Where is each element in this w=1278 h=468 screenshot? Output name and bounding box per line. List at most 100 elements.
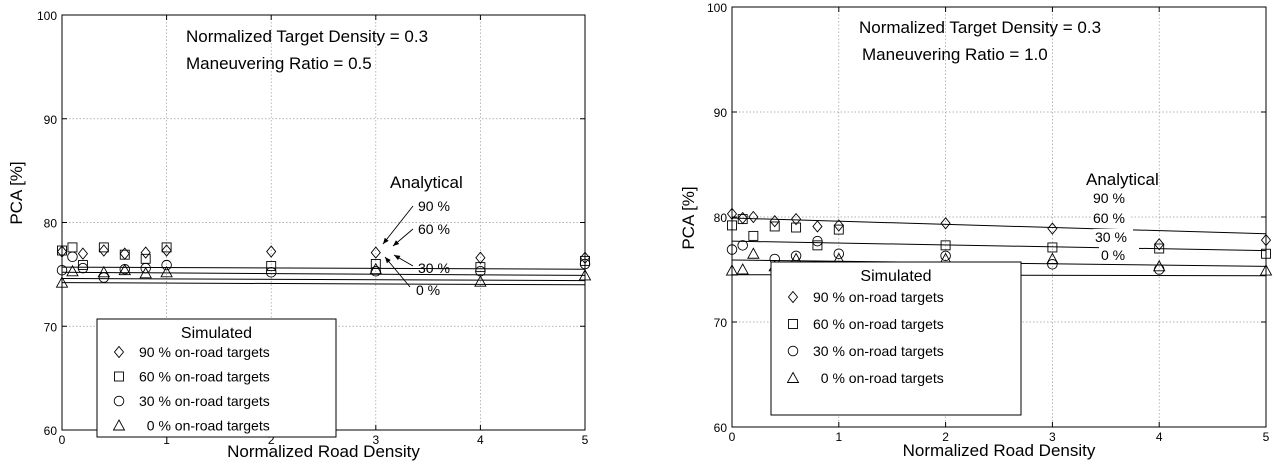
square-marker — [98, 242, 109, 253]
square-marker — [370, 259, 381, 269]
diamond-marker — [475, 251, 486, 264]
y-tick-label: 80 — [44, 217, 58, 231]
line-label-bg — [1099, 247, 1139, 262]
triangle-marker — [578, 268, 592, 281]
x-tick-label: 0 — [59, 433, 66, 447]
y-tick-label: 100 — [707, 1, 727, 15]
y-tick-label: 100 — [37, 9, 57, 23]
x-tick-label: 2 — [942, 430, 949, 444]
diamond-marker — [812, 220, 823, 233]
diamond-marker — [161, 244, 172, 257]
square-marker — [77, 260, 88, 270]
y-tick-label: 60 — [44, 424, 58, 438]
triangle-marker — [160, 265, 173, 278]
y-tick-label: 90 — [44, 113, 58, 127]
legend-entry: 0 % on-road targets — [139, 418, 270, 434]
x-axis-label: Normalized Road Density — [903, 441, 1096, 460]
triangle-marker — [736, 263, 749, 275]
circle-marker — [940, 250, 951, 262]
legend-box — [770, 261, 1022, 416]
label-pointer-arrowhead — [393, 240, 400, 246]
square-marker — [161, 242, 172, 253]
y-tick-label: 70 — [714, 316, 728, 330]
ticks: 0 1 2 3 4 5 60 70 80 90 100 — [707, 1, 1270, 444]
diamond-marker — [98, 244, 109, 257]
x-tick-label: 3 — [372, 433, 379, 447]
circle-marker — [1047, 259, 1058, 270]
legend-title: Simulated — [860, 268, 931, 285]
x-tick-label: 5 — [1263, 430, 1270, 444]
square-marker — [67, 242, 78, 253]
x-tick-label: 1 — [835, 430, 842, 444]
y-axis-label: PCA [%] — [7, 161, 26, 224]
square-marker — [812, 240, 823, 251]
triangle-marker — [725, 264, 739, 276]
circle-marker — [98, 272, 110, 283]
circle-marker — [833, 248, 845, 259]
line-label-bg — [1093, 229, 1133, 244]
triangle-marker — [747, 247, 760, 259]
legend-triangle-marker — [112, 419, 126, 431]
x-tick-label: 0 — [729, 430, 736, 444]
diamond-marker — [1260, 233, 1272, 247]
analytical-line-label: 30 % — [1095, 229, 1127, 245]
triangle-marker — [55, 276, 69, 288]
circle-marker — [370, 266, 382, 277]
square-marker — [57, 245, 67, 256]
square-marker — [769, 221, 780, 232]
diamond-marker — [726, 207, 738, 221]
triangle-marker — [369, 262, 383, 275]
diamond-marker — [266, 245, 277, 258]
legend-triangle-marker — [786, 371, 800, 383]
analytical-line — [61, 282, 586, 286]
circle-marker — [67, 251, 78, 262]
square-marker — [940, 240, 951, 251]
diamond-marker — [370, 246, 381, 259]
line-label-bg — [1091, 190, 1131, 205]
chart-panel-2: 0 1 2 3 4 5 60 70 80 90 100 Normalized Road Density… — [679, 1, 1273, 460]
analytical-lines — [61, 266, 586, 286]
analytical-line — [61, 266, 586, 270]
x-tick-label: 4 — [1156, 430, 1163, 444]
y-tick-label: 90 — [714, 106, 728, 120]
legend: Simulated 90 % on-road targets 60 % on-roa… — [770, 261, 1022, 416]
triangle-marker — [1046, 252, 1059, 264]
square-marker — [748, 230, 759, 241]
circle-marker — [56, 264, 68, 276]
analytical-line-label: 60 % — [1093, 210, 1125, 226]
legend-entry: 0 % on-road targets — [813, 370, 944, 386]
diamond-marker — [769, 214, 780, 228]
square-marker — [727, 220, 737, 231]
diamond-marker — [1154, 238, 1165, 251]
analytical-line — [61, 271, 586, 276]
y-axis-label: PCA [%] — [679, 186, 698, 249]
legend-entry: 90 % on-road targets — [139, 344, 270, 360]
triangle-marker — [1152, 259, 1166, 272]
circle-marker — [77, 262, 89, 274]
diamond-marker — [140, 246, 151, 259]
annotation-text: Maneuvering Ratio = 1.0 — [862, 45, 1048, 64]
diamond-marker — [790, 212, 802, 226]
y-tick-label: 70 — [44, 320, 58, 334]
square-marker — [833, 224, 844, 235]
x-tick-label: 2 — [268, 433, 275, 447]
x-tick-label: 4 — [477, 433, 484, 447]
legend-square-marker — [114, 371, 124, 382]
circle-marker — [161, 259, 172, 271]
analytical-line-label: 90 % — [418, 198, 450, 214]
legend-entry: 60 % on-road targets — [813, 316, 944, 332]
analytical-line — [61, 278, 586, 282]
legend-diamond-marker — [787, 290, 799, 304]
square-marker — [119, 249, 130, 260]
triangle-marker — [97, 265, 111, 278]
x-axis-label: Normalized Road Density — [227, 442, 420, 461]
legend-entry: 60 % on-road targets — [139, 369, 270, 385]
legend-title: Simulated — [181, 325, 252, 342]
analytical-line-label: 60 % — [418, 221, 450, 237]
legend-square-marker — [788, 319, 798, 329]
square-marker — [580, 255, 590, 266]
circle-marker — [790, 250, 802, 262]
legend-box — [96, 318, 337, 438]
